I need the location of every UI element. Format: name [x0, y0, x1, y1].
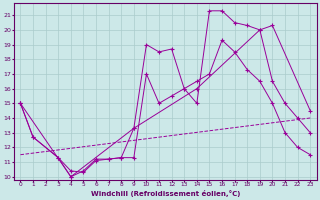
- X-axis label: Windchill (Refroidissement éolien,°C): Windchill (Refroidissement éolien,°C): [91, 190, 240, 197]
